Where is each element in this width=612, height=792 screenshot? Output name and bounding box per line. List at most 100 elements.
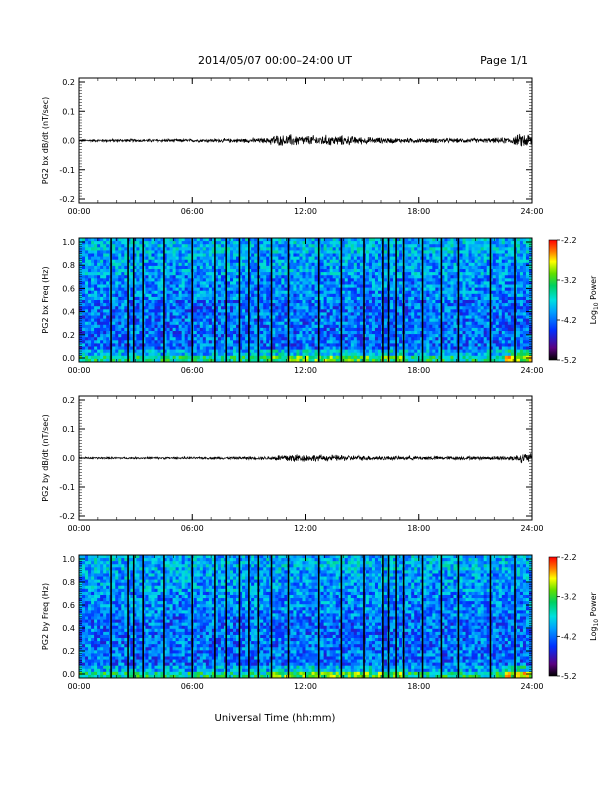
spectrogram-cell <box>426 318 430 322</box>
spectrogram-cell <box>233 343 237 347</box>
spectrogram-cell <box>377 275 382 279</box>
spectrogram-cell <box>236 337 240 341</box>
spectrogram-cell <box>175 253 179 257</box>
spectrogram-cell <box>139 265 143 270</box>
spectrogram-cell <box>438 334 442 338</box>
spectrogram-cell <box>82 327 86 332</box>
spectrogram-cell <box>124 346 128 350</box>
spectrogram-cell <box>353 253 358 257</box>
spectrogram-cell <box>438 318 442 322</box>
spectrogram-cell <box>175 343 179 347</box>
spectrogram-cell <box>254 324 258 329</box>
spectrogram-cell <box>154 349 158 353</box>
spectrogram-cell <box>396 250 400 254</box>
spectrogram-cell <box>245 343 249 347</box>
spectrogram-cell <box>432 355 436 360</box>
spectrogram-cell <box>217 284 222 288</box>
spectrogram-cell <box>284 290 288 295</box>
spectrogram-cell <box>429 343 433 347</box>
spectrogram-cell <box>323 253 327 257</box>
spectrogram-cell <box>205 293 210 298</box>
spectrogram-cell <box>393 331 397 335</box>
spectrogram-cell <box>399 272 403 276</box>
spectrogram-cell <box>160 300 164 304</box>
spectrogram-cell <box>196 259 201 264</box>
spectrogram-cell <box>124 284 128 288</box>
spectrogram-cell <box>196 306 201 310</box>
spectrogram-cell <box>338 250 343 254</box>
spectrogram-cell <box>251 293 255 298</box>
spectrogram-cell <box>254 269 258 273</box>
spectrogram-cell <box>323 238 327 242</box>
spectrogram-cell <box>220 269 225 273</box>
spectrogram-cell <box>205 269 210 273</box>
spectrogram-cell <box>154 278 158 282</box>
spectrogram-cell <box>157 253 161 257</box>
spectrogram-cell <box>154 355 158 360</box>
spectrogram-cell <box>148 318 152 322</box>
spectrogram-cell <box>245 259 249 264</box>
spectrogram-cell <box>127 309 131 313</box>
spectrogram-cell <box>384 272 388 276</box>
spectrogram-cell <box>248 306 252 310</box>
spectrogram-cell <box>199 334 204 338</box>
spectrogram-cell <box>199 349 204 353</box>
spectrogram-cell <box>417 337 421 341</box>
spectrogram-cell <box>432 315 436 319</box>
spectrogram-cell <box>214 312 219 316</box>
spectrogram-cell <box>441 244 445 248</box>
spectrogram-cell <box>205 340 210 344</box>
spectrogram-cell <box>160 321 164 326</box>
spectrogram-cell <box>308 241 312 245</box>
spectrogram-cell <box>151 309 155 313</box>
spectrogram-cell <box>130 300 134 304</box>
spectrogram-cell <box>320 349 324 353</box>
spectrogram-cell <box>184 284 189 288</box>
spectrogram-cell <box>371 303 376 307</box>
spectrogram-cell <box>139 303 143 307</box>
spectrogram-cell <box>311 306 315 310</box>
spectrogram-cell <box>299 281 303 285</box>
spectrogram-cell <box>338 334 343 338</box>
spectrogram-cell <box>365 327 370 332</box>
spectrogram-cell <box>239 296 243 301</box>
spectrogram-cell <box>226 256 231 260</box>
spectrogram-cell <box>338 253 343 257</box>
spectrogram-cell <box>118 312 122 316</box>
spectrogram-cell <box>226 355 231 360</box>
spectrogram-cell <box>441 256 445 260</box>
spectrogram-cell <box>302 284 306 288</box>
spectrogram-cell <box>423 284 427 288</box>
spectrogram-cell <box>359 238 364 242</box>
spectrogram-cell <box>172 253 176 257</box>
spectrogram-cell <box>148 287 152 291</box>
spectrogram-cell <box>353 318 358 322</box>
spectrogram-cell <box>272 265 276 270</box>
spectrogram-cell <box>236 324 240 329</box>
spectrogram-cell <box>293 275 297 279</box>
spectrogram-cell <box>384 318 388 322</box>
spectrogram-cell <box>411 269 415 273</box>
spectrogram-cell <box>187 284 192 288</box>
spectrogram-cell <box>103 281 107 285</box>
spectrogram-cell <box>302 275 306 279</box>
spectrogram-cell <box>118 358 122 363</box>
spectrogram-cell <box>414 321 418 326</box>
spectrogram-cell <box>371 262 376 267</box>
spectrogram-cell <box>187 355 192 360</box>
spectrogram-cell <box>353 315 358 319</box>
spectrogram-cell <box>157 321 161 326</box>
spectrogram-cell <box>408 272 412 276</box>
spectrogram-cell <box>272 275 276 279</box>
spectrogram-cell <box>193 272 198 276</box>
spectrogram-cell <box>94 306 98 310</box>
spectrogram-cell <box>133 306 137 310</box>
spectrogram-cell <box>202 238 207 242</box>
spectrogram-cell <box>263 321 267 326</box>
spectrogram-cell <box>178 343 182 347</box>
spectrogram-cell <box>145 315 149 319</box>
spectrogram-cell <box>211 269 216 273</box>
spectrogram-cell <box>399 327 403 332</box>
spectrogram-cell <box>305 244 309 248</box>
spectrogram-cell <box>408 318 412 322</box>
